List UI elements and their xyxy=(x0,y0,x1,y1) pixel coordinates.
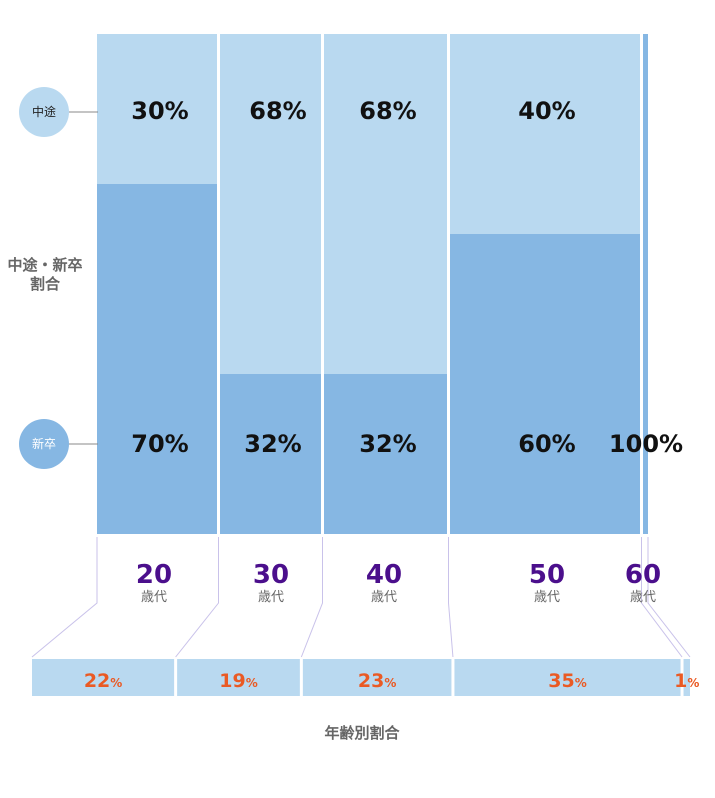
age-unit-50: 歳代 xyxy=(534,590,560,605)
side-axis-label-line1: 中途・新卒 xyxy=(7,256,82,274)
age-share-label-30: 19% xyxy=(219,670,257,692)
bar-mid-career-40 xyxy=(324,34,447,374)
age-share-segment-20 xyxy=(32,659,175,696)
label-new-grad-20: 70% xyxy=(131,430,188,458)
bar-mid-career-20 xyxy=(97,34,217,184)
age-share-label-50: 35% xyxy=(548,670,586,692)
label-new-grad-40: 32% xyxy=(359,430,416,458)
legend: 中途 新卒 xyxy=(19,87,98,469)
age-share-label-40: 23% xyxy=(358,670,396,692)
age-unit-30: 歳代 xyxy=(258,590,284,605)
legend-badge-new xyxy=(19,419,69,469)
age-share-segment-60 xyxy=(683,659,690,696)
age-label-40: 40 xyxy=(366,560,402,590)
label-mid-career-40: 68% xyxy=(359,97,416,125)
age-share-connectors xyxy=(31,537,691,658)
age-share-label-60: 1% xyxy=(674,670,699,692)
age-unit-60: 歳代 xyxy=(630,590,656,605)
age-unit-40: 歳代 xyxy=(371,590,397,605)
side-axis-label-line2: 割合 xyxy=(30,275,61,293)
label-mid-career-30: 68% xyxy=(249,97,306,125)
bar-new-grad-20 xyxy=(97,184,217,534)
age-unit-20: 歳代 xyxy=(141,590,167,605)
connector-left-30 xyxy=(175,537,219,658)
legend-label-mid: 中途 xyxy=(32,104,56,119)
bar-new-grad-50 xyxy=(450,234,640,534)
age-share-band: 22% 19% 23% 35% 1% xyxy=(32,659,699,696)
bar-value-labels: 30% 70% 68% 32% 68% 32% 40% 60% 100% xyxy=(131,97,683,458)
connector-left-40 xyxy=(300,537,323,658)
bar-mid-career-30 xyxy=(220,34,321,374)
label-mid-career-50: 40% xyxy=(518,97,575,125)
connector-right-end xyxy=(647,537,691,658)
label-mid-career-20: 30% xyxy=(131,97,188,125)
legend-label-new: 新卒 xyxy=(32,436,56,451)
label-new-grad-60: 100% xyxy=(609,430,683,458)
stacked-bars xyxy=(97,34,648,534)
age-share-segment-30 xyxy=(177,659,300,696)
age-label-60: 60 xyxy=(625,560,661,590)
connector-left-50 xyxy=(448,537,454,658)
legend-badge-mid xyxy=(19,87,69,137)
bar-new-grad-30 xyxy=(220,374,321,534)
age-share-segment-40 xyxy=(302,659,452,696)
connector-left-60 xyxy=(641,537,683,658)
label-new-grad-50: 60% xyxy=(518,430,575,458)
bar-new-grad-60 xyxy=(643,34,648,534)
age-share-segment-50 xyxy=(454,659,681,696)
bar-new-grad-40 xyxy=(324,374,447,534)
age-label-20: 20 xyxy=(136,560,172,590)
age-share-label-20: 22% xyxy=(84,670,122,692)
connector-left-20 xyxy=(31,537,98,658)
bar-mid-career-50 xyxy=(450,34,640,234)
age-label-30: 30 xyxy=(253,560,289,590)
label-new-grad-30: 32% xyxy=(244,430,301,458)
footer-title: 年齢別割合 xyxy=(324,724,400,742)
age-label-50: 50 xyxy=(529,560,565,590)
